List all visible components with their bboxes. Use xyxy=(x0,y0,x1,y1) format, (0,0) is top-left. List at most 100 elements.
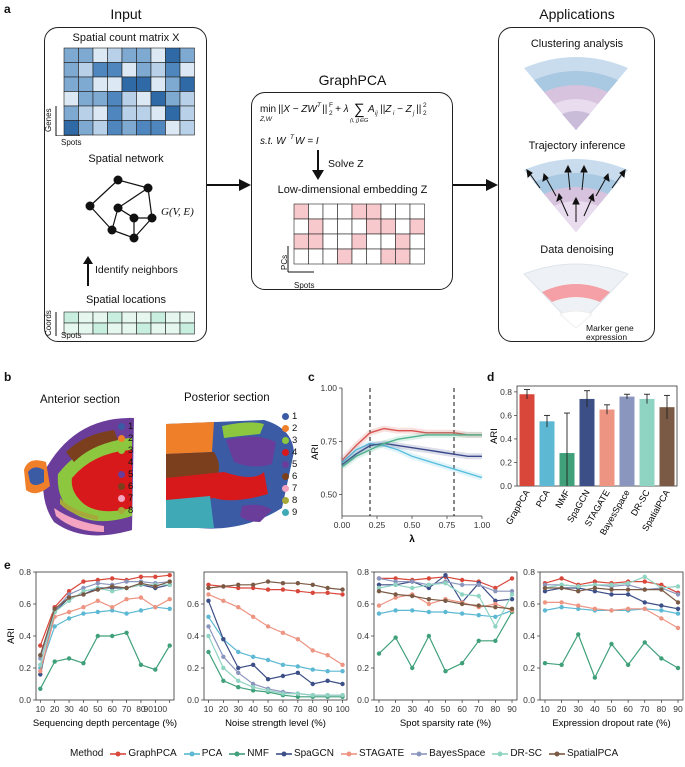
x-tick-label: 60 xyxy=(107,704,117,714)
x-tick-label: 50 xyxy=(607,704,617,714)
count-matrix-cell xyxy=(150,47,166,63)
series-point xyxy=(265,657,271,663)
y-tick-label: 0.4 xyxy=(357,631,369,641)
svg-text:T: T xyxy=(290,134,295,141)
series-point xyxy=(206,592,211,597)
series-point xyxy=(559,576,564,581)
series-point xyxy=(250,614,256,619)
series-line xyxy=(207,626,343,696)
y-axis-label: ARI xyxy=(6,628,17,644)
series-point xyxy=(66,595,72,600)
bar xyxy=(579,398,595,486)
series-point xyxy=(325,590,330,595)
embedding-cell xyxy=(293,233,309,250)
y-tick-label: 0.2 xyxy=(187,663,199,673)
svg-text:ij: ij xyxy=(375,111,378,117)
y-tick-label: 0.8 xyxy=(500,387,512,397)
series-point xyxy=(675,584,681,589)
series-point xyxy=(236,685,241,690)
series-point xyxy=(625,587,631,592)
count-matrix-cell xyxy=(121,62,137,78)
x-tick-label: 70 xyxy=(122,704,132,714)
y-tick-label: 0.8 xyxy=(19,567,31,577)
series-point xyxy=(459,601,465,607)
count-matrix-cell xyxy=(165,91,181,107)
series-line xyxy=(208,584,343,595)
tissue-legend-swatch xyxy=(118,458,125,466)
series-point xyxy=(625,606,631,611)
series-point xyxy=(81,592,86,597)
series-point xyxy=(167,643,172,648)
series-line xyxy=(544,601,679,629)
series-point xyxy=(493,589,498,594)
count-matrix-cell xyxy=(107,62,123,78)
embedding-cell xyxy=(380,218,396,235)
embedding-cell xyxy=(322,233,338,250)
embedding-cell xyxy=(409,218,425,235)
series-point xyxy=(675,592,681,597)
count-matrix-cell xyxy=(150,91,166,107)
series-point xyxy=(493,614,498,619)
series-point xyxy=(250,662,256,667)
series-line xyxy=(39,596,170,672)
series-point xyxy=(295,694,301,699)
series-point xyxy=(265,688,271,693)
series-line xyxy=(207,651,343,698)
bar xyxy=(639,398,655,486)
count-matrix-cell xyxy=(78,91,94,107)
series-point xyxy=(625,592,631,597)
series-point xyxy=(675,625,681,631)
method-legend-swatch xyxy=(110,751,127,756)
location-cell xyxy=(179,311,195,324)
count-matrix-cell xyxy=(179,120,195,136)
series-point xyxy=(493,605,498,610)
series-point xyxy=(206,649,211,655)
x-tick-label: 30 xyxy=(408,704,418,714)
count-matrix-graphic xyxy=(55,47,195,136)
tissue-legend-item: 5 xyxy=(118,468,133,480)
tissue-legend-swatch xyxy=(282,436,289,444)
location-cell xyxy=(165,322,181,335)
series-point xyxy=(542,582,548,587)
series-point xyxy=(280,673,286,679)
embedding-title: Low-dimensional embedding Z xyxy=(277,184,428,196)
series-point xyxy=(138,608,144,613)
series-point xyxy=(559,605,564,610)
series-point xyxy=(81,585,86,591)
count-matrix-cell xyxy=(150,62,166,78)
svg-text:W = I: W = I xyxy=(295,136,319,147)
series-point xyxy=(576,632,581,637)
svg-text:min: min xyxy=(260,104,276,115)
series-point xyxy=(167,606,172,611)
tissue-legend-label: 1 xyxy=(292,410,298,422)
series-point xyxy=(124,597,129,602)
series-point xyxy=(376,576,382,581)
series-point xyxy=(675,600,681,605)
series-point xyxy=(124,579,129,584)
method-legend-item: GraphPCA xyxy=(110,748,177,759)
series-point xyxy=(609,592,614,597)
series-point xyxy=(38,686,43,691)
series-point xyxy=(393,576,398,581)
x-tick-label: 10 xyxy=(374,704,384,714)
series-point xyxy=(81,589,86,594)
series-point xyxy=(138,595,144,600)
series-point xyxy=(280,581,286,586)
series-point xyxy=(81,661,86,666)
series-point xyxy=(95,577,101,583)
y-tick-label: 0.0 xyxy=(19,695,31,705)
series-point xyxy=(66,592,72,597)
count-matrix-cell xyxy=(165,120,181,136)
tissue-legend-label: 8 xyxy=(128,504,134,516)
x-axis-label: Noise strength level (%) xyxy=(225,718,326,729)
panel-label-b: b xyxy=(4,370,12,384)
embedding-cell xyxy=(337,203,353,220)
series-point xyxy=(675,611,681,616)
y-tick-label: 0.6 xyxy=(187,599,199,609)
series-point xyxy=(295,581,301,586)
series-point xyxy=(95,587,101,592)
method-legend-item: DR-SC xyxy=(492,748,542,759)
series-point xyxy=(109,608,115,613)
spatial-locations-title: Spatial locations xyxy=(85,294,167,306)
series-point xyxy=(576,603,581,608)
